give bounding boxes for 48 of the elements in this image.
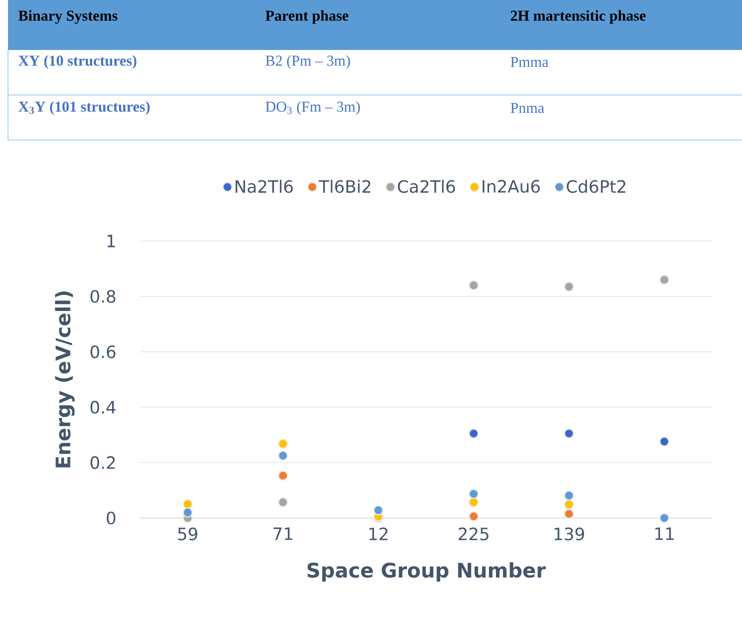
x-axis-title: Space Group Number bbox=[308, 562, 546, 582]
x-tick-label: 11 bbox=[655, 528, 674, 540]
legend-label: Ca2Tl6 bbox=[398, 180, 455, 193]
y-tick-label: 1 bbox=[108, 234, 115, 248]
point bbox=[468, 497, 479, 508]
text: B2 (Pm – 3m) bbox=[266, 55, 350, 69]
y-tick-label: 0.2 bbox=[90, 456, 115, 470]
y-axis-title: Energy (eV/cell) bbox=[55, 292, 75, 468]
point bbox=[468, 511, 479, 522]
point bbox=[564, 428, 574, 439]
legend-label: Tl6Bi2 bbox=[318, 180, 370, 193]
point bbox=[468, 428, 479, 439]
legend-label: In2Au6 bbox=[482, 180, 540, 193]
x-tick-label: 71 bbox=[274, 528, 292, 540]
text: X$_{3}$Y (101 structures) bbox=[18, 101, 150, 115]
point bbox=[278, 470, 288, 481]
text: Binary Systems bbox=[18, 10, 118, 24]
y-tick-label: 0.6 bbox=[90, 345, 116, 358]
text: DO$_{3}$ (Fm – 3m) bbox=[266, 101, 360, 115]
point bbox=[659, 512, 670, 524]
point bbox=[182, 499, 193, 510]
x-tick-label: 139 bbox=[554, 528, 584, 540]
point bbox=[659, 274, 670, 285]
point bbox=[564, 499, 574, 510]
y-tick-label: 0.4 bbox=[90, 400, 116, 414]
point bbox=[278, 497, 288, 508]
legend-label: Na2Tl6 bbox=[236, 180, 293, 193]
point bbox=[564, 490, 574, 501]
point bbox=[373, 505, 384, 516]
point bbox=[182, 507, 193, 518]
point bbox=[659, 436, 670, 447]
x-tick-label: 12 bbox=[369, 528, 388, 540]
text: Parent phase bbox=[265, 10, 348, 24]
point bbox=[278, 438, 288, 449]
point bbox=[468, 488, 479, 499]
point bbox=[278, 450, 288, 461]
text: Pnma bbox=[510, 103, 544, 113]
point bbox=[564, 282, 574, 292]
point bbox=[564, 508, 574, 519]
x-tick-label: 59 bbox=[178, 528, 198, 540]
text: Pmma bbox=[510, 57, 548, 67]
text: XY (10 structures) bbox=[18, 55, 136, 69]
y-tick-label: 0 bbox=[106, 512, 116, 524]
point bbox=[468, 280, 479, 290]
text: 2H martensitic phase bbox=[510, 10, 646, 24]
y-tick-label: 0.8 bbox=[90, 290, 116, 303]
legend-label: Cd6Pt2 bbox=[566, 180, 626, 193]
x-tick-label: 225 bbox=[458, 528, 488, 540]
